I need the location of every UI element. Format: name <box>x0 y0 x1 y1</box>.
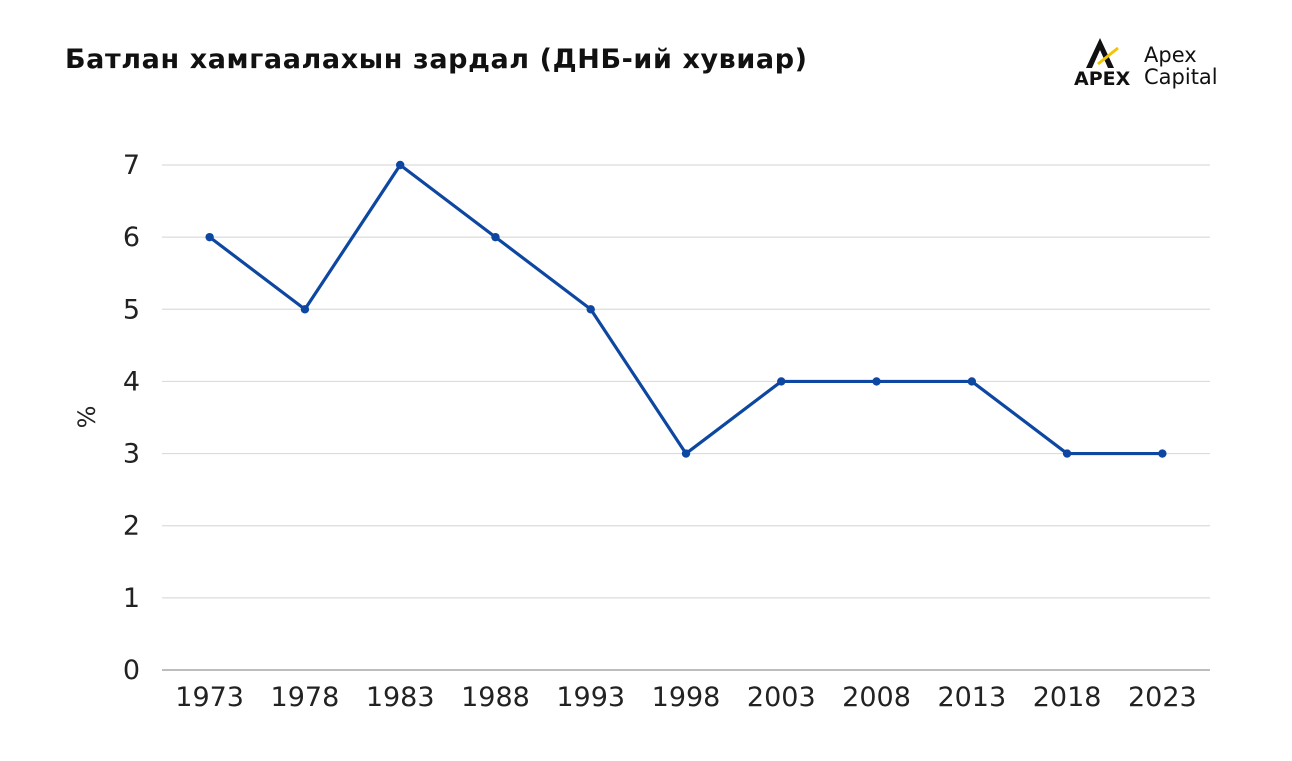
data-point <box>777 377 786 386</box>
data-point <box>586 305 595 314</box>
y-tick-label: 2 <box>123 511 140 542</box>
y-axis-label: % <box>73 406 101 429</box>
grid-lines <box>162 164 1210 671</box>
series-layer <box>205 160 1167 458</box>
x-tick-label: 2013 <box>937 682 1006 713</box>
logo-name-line1: Apex <box>1144 43 1197 67</box>
x-tick-label: 1993 <box>556 682 625 713</box>
logo-name: Apex Capital <box>1144 44 1218 88</box>
data-point <box>1062 449 1072 458</box>
data-point <box>872 377 881 386</box>
y-tick-label: 3 <box>123 439 140 470</box>
data-point <box>491 232 500 242</box>
y-tick-label: 6 <box>123 222 140 253</box>
apex-capital-logo: APEX Apex Capital <box>1072 34 1242 94</box>
y-tick-label: 1 <box>123 583 140 614</box>
x-tick-label: 1978 <box>271 682 340 713</box>
y-tick-label: 0 <box>123 655 140 686</box>
x-tick-label: 1988 <box>461 682 530 713</box>
apex-logo-mark: APEX <box>1074 38 1131 90</box>
logo-mark-text: APEX <box>1074 68 1131 90</box>
data-point <box>205 232 214 242</box>
data-point <box>300 305 310 314</box>
x-tick-labels: 1973 1978 1983 1988 1993 1998 2003 2008 2013 2018… <box>175 682 1196 713</box>
data-point <box>1158 449 1167 458</box>
y-tick-label: 4 <box>123 366 140 397</box>
chart-title: Батлан хамгаалахын зардал (ДНБ-ий хувиар… <box>65 44 808 75</box>
y-tick-label: 5 <box>123 294 140 325</box>
logo-name-line2: Capital <box>1144 65 1218 89</box>
x-tick-label: 2023 <box>1128 682 1197 713</box>
data-point <box>681 449 691 458</box>
data-point <box>395 160 405 170</box>
x-tick-label: 1973 <box>175 682 244 713</box>
y-tick-label: 7 <box>123 150 140 181</box>
y-tick-labels: 0 1 2 3 4 5 6 7 <box>123 150 140 686</box>
x-tick-label: 1983 <box>366 682 435 713</box>
x-tick-label: 2008 <box>842 682 911 713</box>
x-tick-label: 1998 <box>652 682 721 713</box>
data-point <box>967 377 977 386</box>
x-tick-label: 2003 <box>747 682 816 713</box>
x-tick-label: 2018 <box>1033 682 1102 713</box>
